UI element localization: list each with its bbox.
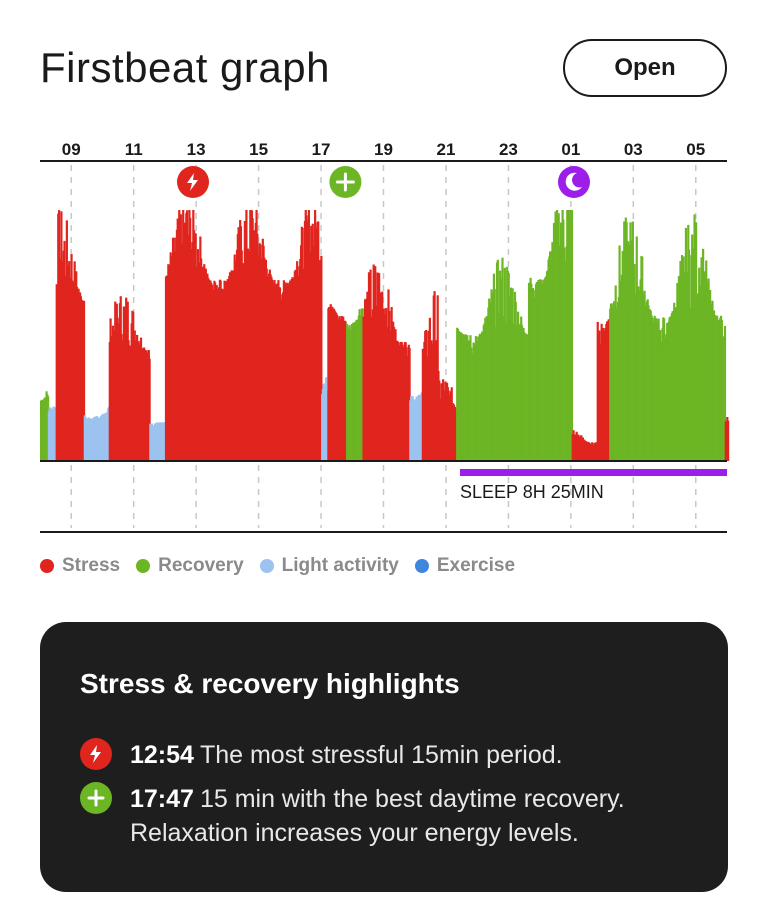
- recovery-bar: [570, 210, 574, 461]
- hour-tick-label: 03: [624, 140, 643, 159]
- stress-bar: [320, 255, 323, 461]
- stress-bar: [82, 300, 86, 461]
- legend-label: Recovery: [158, 555, 244, 576]
- plus-icon: [80, 782, 112, 814]
- light-activity-dot-icon: [259, 559, 274, 573]
- hour-tick-label: 19: [374, 140, 393, 159]
- legend-item-stress: Stress: [40, 555, 120, 577]
- hour-tick-label: 15: [249, 140, 268, 159]
- hour-tick-label: 09: [62, 140, 81, 159]
- hour-tick-label: 11: [125, 140, 143, 159]
- sleep-label: SLEEP 8H 25MIN: [460, 482, 604, 502]
- chart-legend: Stress Recovery Light activity Exercise: [40, 555, 515, 577]
- highlight-time: 12:54: [130, 741, 194, 769]
- legend-item-exercise: Exercise: [414, 555, 516, 577]
- moon-glyph: [565, 172, 582, 191]
- sleep-bar: [460, 469, 727, 476]
- hour-tick-label: 05: [686, 140, 705, 159]
- stress-bar: [727, 420, 730, 461]
- exercise-dot-icon: [414, 559, 429, 573]
- moon-icon: [557, 166, 590, 198]
- highlight-description: 15 min with the best daytime recovery. R…: [130, 785, 625, 847]
- highlight-time: 17:47: [130, 785, 194, 813]
- lightning-glyph: [187, 173, 199, 191]
- recovery-dot-icon: [136, 559, 151, 573]
- plus-glyph: [335, 172, 355, 192]
- hour-tick-label: 23: [499, 140, 518, 159]
- legend-label: Light activity: [281, 555, 399, 576]
- highlight-text: 12:54 The most stressful 15min period.: [130, 738, 563, 772]
- legend-item-recovery: Recovery: [136, 555, 244, 577]
- highlight-item-stress: 12:54 The most stressful 15min period.: [80, 738, 688, 772]
- lightning-icon: [80, 738, 112, 770]
- highlight-description: The most stressful 15min period.: [199, 741, 563, 769]
- hour-tick-label: 21: [436, 140, 455, 159]
- hour-tick-label: 17: [312, 140, 331, 159]
- recovery-bar: [723, 325, 727, 461]
- highlights-title: Stress & recovery highlights: [80, 668, 460, 699]
- stress-dot-icon: [40, 559, 54, 573]
- highlights-card[interactable]: Stress & recovery highlights 12:54 The mo…: [40, 622, 728, 892]
- legend-label: Exercise: [436, 555, 516, 576]
- highlight-item-recovery: 17:47 15 min with the best daytime recove…: [80, 782, 688, 850]
- hour-tick-label: 13: [187, 140, 206, 159]
- stress-bar: [148, 358, 151, 461]
- hour-tick-label: 01: [561, 140, 580, 159]
- page-title: Firstbeat graph: [40, 44, 330, 91]
- open-button[interactable]: Open: [563, 39, 727, 97]
- legend-item-light-activity: Light activity: [259, 555, 399, 577]
- firstbeat-chart: 09 11 13 15 17 19 21 23 01 03 05 SLEEP 8H 25MIN: [40, 140, 730, 533]
- highlight-text: 17:47 15 min with the best daytime recove…: [130, 782, 688, 850]
- legend-label: Stress: [62, 555, 121, 576]
